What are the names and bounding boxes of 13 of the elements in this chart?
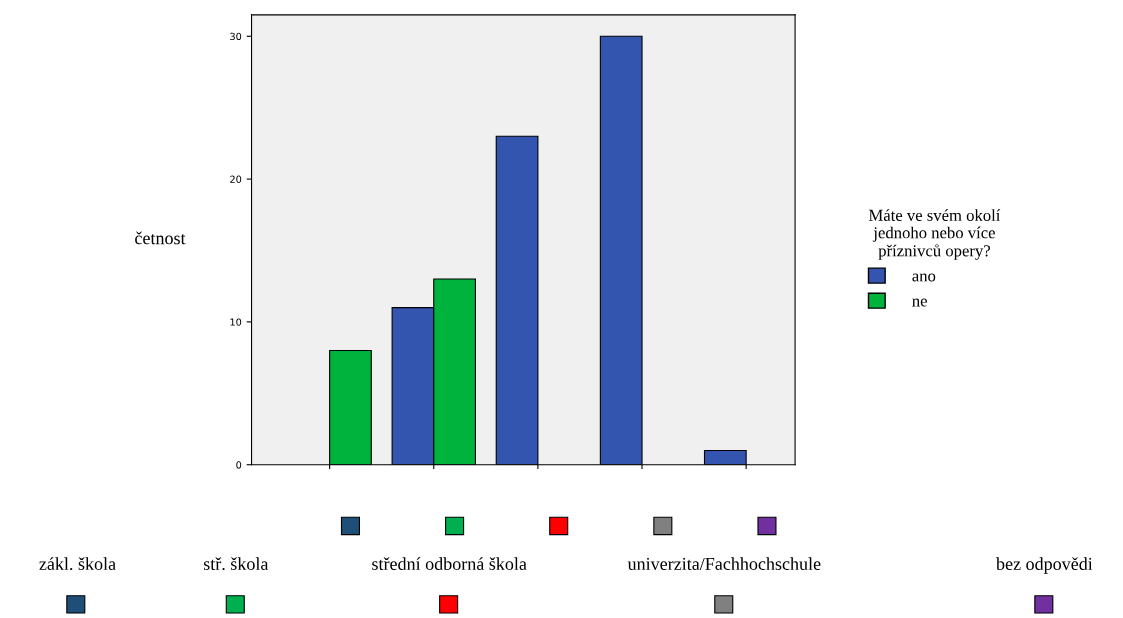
text: stř. škola	[203, 557, 269, 571]
y-tick-label: 0	[236, 461, 242, 469]
y-tick-label: 10	[230, 318, 242, 326]
y-axis-title: četnost	[135, 231, 186, 245]
legend-title: Máte ve svém okolí jednoho nebo více příznivců opery?	[868, 209, 1001, 260]
y-tick-label: 30	[230, 32, 242, 41]
text: zákl. škola	[39, 557, 116, 571]
legend-label: ano	[912, 273, 936, 282]
text: univerzita/Fachhochschule	[627, 557, 821, 570]
text: bez odpovědi	[996, 557, 1093, 574]
y-tick-label: 20	[230, 175, 242, 183]
legend-label: ne	[912, 298, 927, 307]
text: střední odborná škola	[372, 557, 527, 570]
